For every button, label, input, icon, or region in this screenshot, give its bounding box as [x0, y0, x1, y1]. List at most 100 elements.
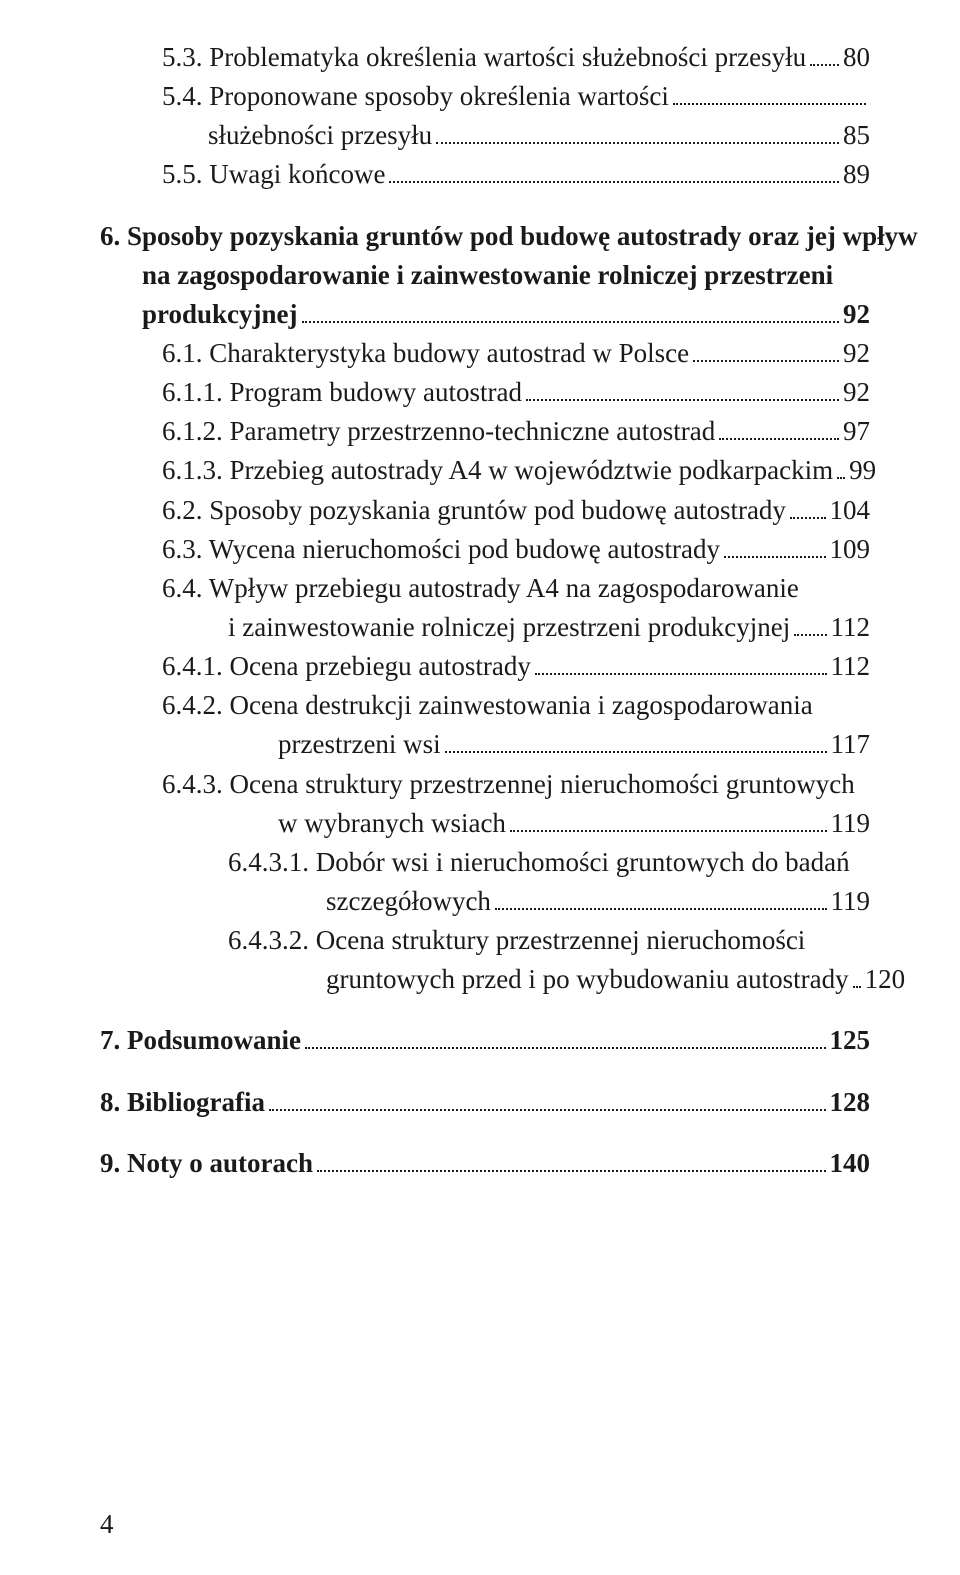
toc-gap	[100, 1122, 870, 1144]
toc-leader-dots	[526, 399, 839, 401]
toc-row: produkcyjnej 92	[100, 295, 870, 334]
toc-label: 6.4.1. Ocena przebiegu autostrady	[162, 647, 531, 686]
toc-row: w wybranych wsiach 119	[100, 804, 870, 843]
toc-label: 6.4.3. Ocena struktury przestrzennej nie…	[162, 765, 855, 804]
toc-label: 6.1.2. Parametry przestrzenno-techniczne…	[162, 412, 715, 451]
toc-leader-dots	[673, 103, 866, 105]
toc-leader-dots	[724, 556, 826, 558]
toc-row: 5.5. Uwagi końcowe 89	[100, 155, 870, 194]
toc-leader-dots	[853, 986, 861, 988]
toc-page-number: 119	[831, 804, 871, 843]
toc-row: 9. Noty o autorach 140	[100, 1144, 870, 1183]
toc-label: w wybranych wsiach	[278, 804, 506, 843]
toc-gap	[100, 1061, 870, 1083]
toc-label: 6.1.3. Przebieg autostrady A4 w wojewódz…	[162, 451, 833, 490]
toc-leader-dots	[794, 634, 826, 636]
toc-label: 6.4.2. Ocena destrukcji zainwestowania i…	[162, 686, 813, 725]
toc-leader-dots	[389, 181, 839, 183]
toc-row: 6.1.2. Parametry przestrzenno-techniczne…	[100, 412, 870, 451]
toc-label: 6.1.1. Program budowy autostrad	[162, 373, 522, 412]
toc-page-number: 140	[830, 1144, 871, 1183]
toc-leader-dots	[790, 517, 826, 519]
toc-label: 6. Sposoby pozyskania gruntów pod budowę…	[100, 217, 918, 256]
toc-page-number: 120	[865, 960, 906, 999]
toc-page-number: 117	[831, 725, 871, 764]
toc-container: 5.3. Problematyka określenia wartości sł…	[100, 38, 870, 1183]
toc-page-number: 80	[843, 38, 870, 77]
toc-label: na zagospodarowanie i zainwestowanie rol…	[142, 256, 833, 295]
toc-row: 5.3. Problematyka określenia wartości sł…	[100, 38, 870, 77]
toc-leader-dots	[510, 830, 827, 832]
toc-row: 6.3. Wycena nieruchomości pod budowę aut…	[100, 530, 870, 569]
toc-leader-dots	[317, 1170, 826, 1172]
toc-row: 6.1.3. Przebieg autostrady A4 w wojewódz…	[100, 451, 870, 490]
toc-label: 5.4. Proponowane sposoby określenia wart…	[162, 77, 669, 116]
toc-row: 6.4.3. Ocena struktury przestrzennej nie…	[100, 765, 870, 804]
toc-leader-dots	[810, 64, 839, 66]
toc-leader-dots	[495, 908, 827, 910]
toc-row: 6.4.2. Ocena destrukcji zainwestowania i…	[100, 686, 870, 725]
toc-label: gruntowych przed i po wybudowaniu autost…	[326, 960, 849, 999]
toc-label: produkcyjnej	[142, 295, 298, 334]
toc-row: 8. Bibliografia 128	[100, 1083, 870, 1122]
toc-label: 7. Podsumowanie	[100, 1021, 301, 1060]
toc-row: na zagospodarowanie i zainwestowanie rol…	[100, 256, 870, 295]
toc-gap	[100, 195, 870, 217]
toc-label: 8. Bibliografia	[100, 1083, 265, 1122]
toc-leader-dots	[302, 321, 839, 323]
toc-page-number: 92	[843, 373, 870, 412]
toc-row: 6.1. Charakterystyka budowy autostrad w …	[100, 334, 870, 373]
toc-row: przestrzeni wsi 117	[100, 725, 870, 764]
toc-leader-dots	[305, 1047, 825, 1049]
toc-page-number: 104	[830, 491, 871, 530]
toc-page: 5.3. Problematyka określenia wartości sł…	[0, 0, 960, 1575]
toc-page-number: 112	[831, 608, 871, 647]
toc-row: i zainwestowanie rolniczej przestrzeni p…	[100, 608, 870, 647]
toc-leader-dots	[269, 1109, 825, 1111]
toc-label: 6.4. Wpływ przebiegu autostrady A4 na za…	[162, 569, 799, 608]
toc-row: 7. Podsumowanie 125	[100, 1021, 870, 1060]
toc-row: 6.4. Wpływ przebiegu autostrady A4 na za…	[100, 569, 870, 608]
toc-leader-dots	[693, 360, 839, 362]
toc-page-number: 125	[830, 1021, 871, 1060]
toc-row: 6.4.3.2. Ocena struktury przestrzennej n…	[100, 921, 870, 960]
toc-label: i zainwestowanie rolniczej przestrzeni p…	[228, 608, 790, 647]
toc-row: 6.4.3.1. Dobór wsi i nieruchomości grunt…	[100, 843, 870, 882]
toc-leader-dots	[535, 673, 827, 675]
toc-row: służebności przesyłu 85	[100, 116, 870, 155]
toc-page-number: 92	[843, 334, 870, 373]
toc-label: 6.3. Wycena nieruchomości pod budowę aut…	[162, 530, 720, 569]
page-number: 4	[100, 1509, 114, 1540]
toc-label: 6.2. Sposoby pozyskania gruntów pod budo…	[162, 491, 786, 530]
toc-leader-dots	[719, 438, 839, 440]
toc-row: 6.2. Sposoby pozyskania gruntów pod budo…	[100, 491, 870, 530]
toc-page-number: 128	[830, 1083, 871, 1122]
toc-page-number: 119	[831, 882, 871, 921]
toc-page-number: 89	[843, 155, 870, 194]
toc-leader-dots	[445, 751, 827, 753]
toc-row: 6. Sposoby pozyskania gruntów pod budowę…	[100, 217, 870, 256]
toc-leader-dots	[837, 477, 845, 479]
toc-label: 6.4.3.2. Ocena struktury przestrzennej n…	[228, 921, 805, 960]
toc-label: 9. Noty o autorach	[100, 1144, 313, 1183]
toc-label: szczegółowych	[326, 882, 491, 921]
toc-gap	[100, 999, 870, 1021]
toc-page-number: 97	[843, 412, 870, 451]
toc-label: 5.5. Uwagi końcowe	[162, 155, 385, 194]
toc-leader-dots	[436, 142, 839, 144]
toc-page-number: 99	[849, 451, 876, 490]
toc-label: 6.4.3.1. Dobór wsi i nieruchomości grunt…	[228, 843, 850, 882]
toc-row: 6.1.1. Program budowy autostrad 92	[100, 373, 870, 412]
toc-label: 6.1. Charakterystyka budowy autostrad w …	[162, 334, 689, 373]
toc-row: 5.4. Proponowane sposoby określenia wart…	[100, 77, 870, 116]
toc-label: przestrzeni wsi	[278, 725, 441, 764]
toc-label: służebności przesyłu	[208, 116, 432, 155]
toc-label: 5.3. Problematyka określenia wartości sł…	[162, 38, 806, 77]
toc-page-number: 85	[843, 116, 870, 155]
toc-page-number: 112	[831, 647, 871, 686]
toc-page-number: 92	[843, 295, 870, 334]
toc-page-number: 109	[830, 530, 871, 569]
toc-row: gruntowych przed i po wybudowaniu autost…	[100, 960, 870, 999]
toc-row: szczegółowych 119	[100, 882, 870, 921]
toc-row: 6.4.1. Ocena przebiegu autostrady 112	[100, 647, 870, 686]
